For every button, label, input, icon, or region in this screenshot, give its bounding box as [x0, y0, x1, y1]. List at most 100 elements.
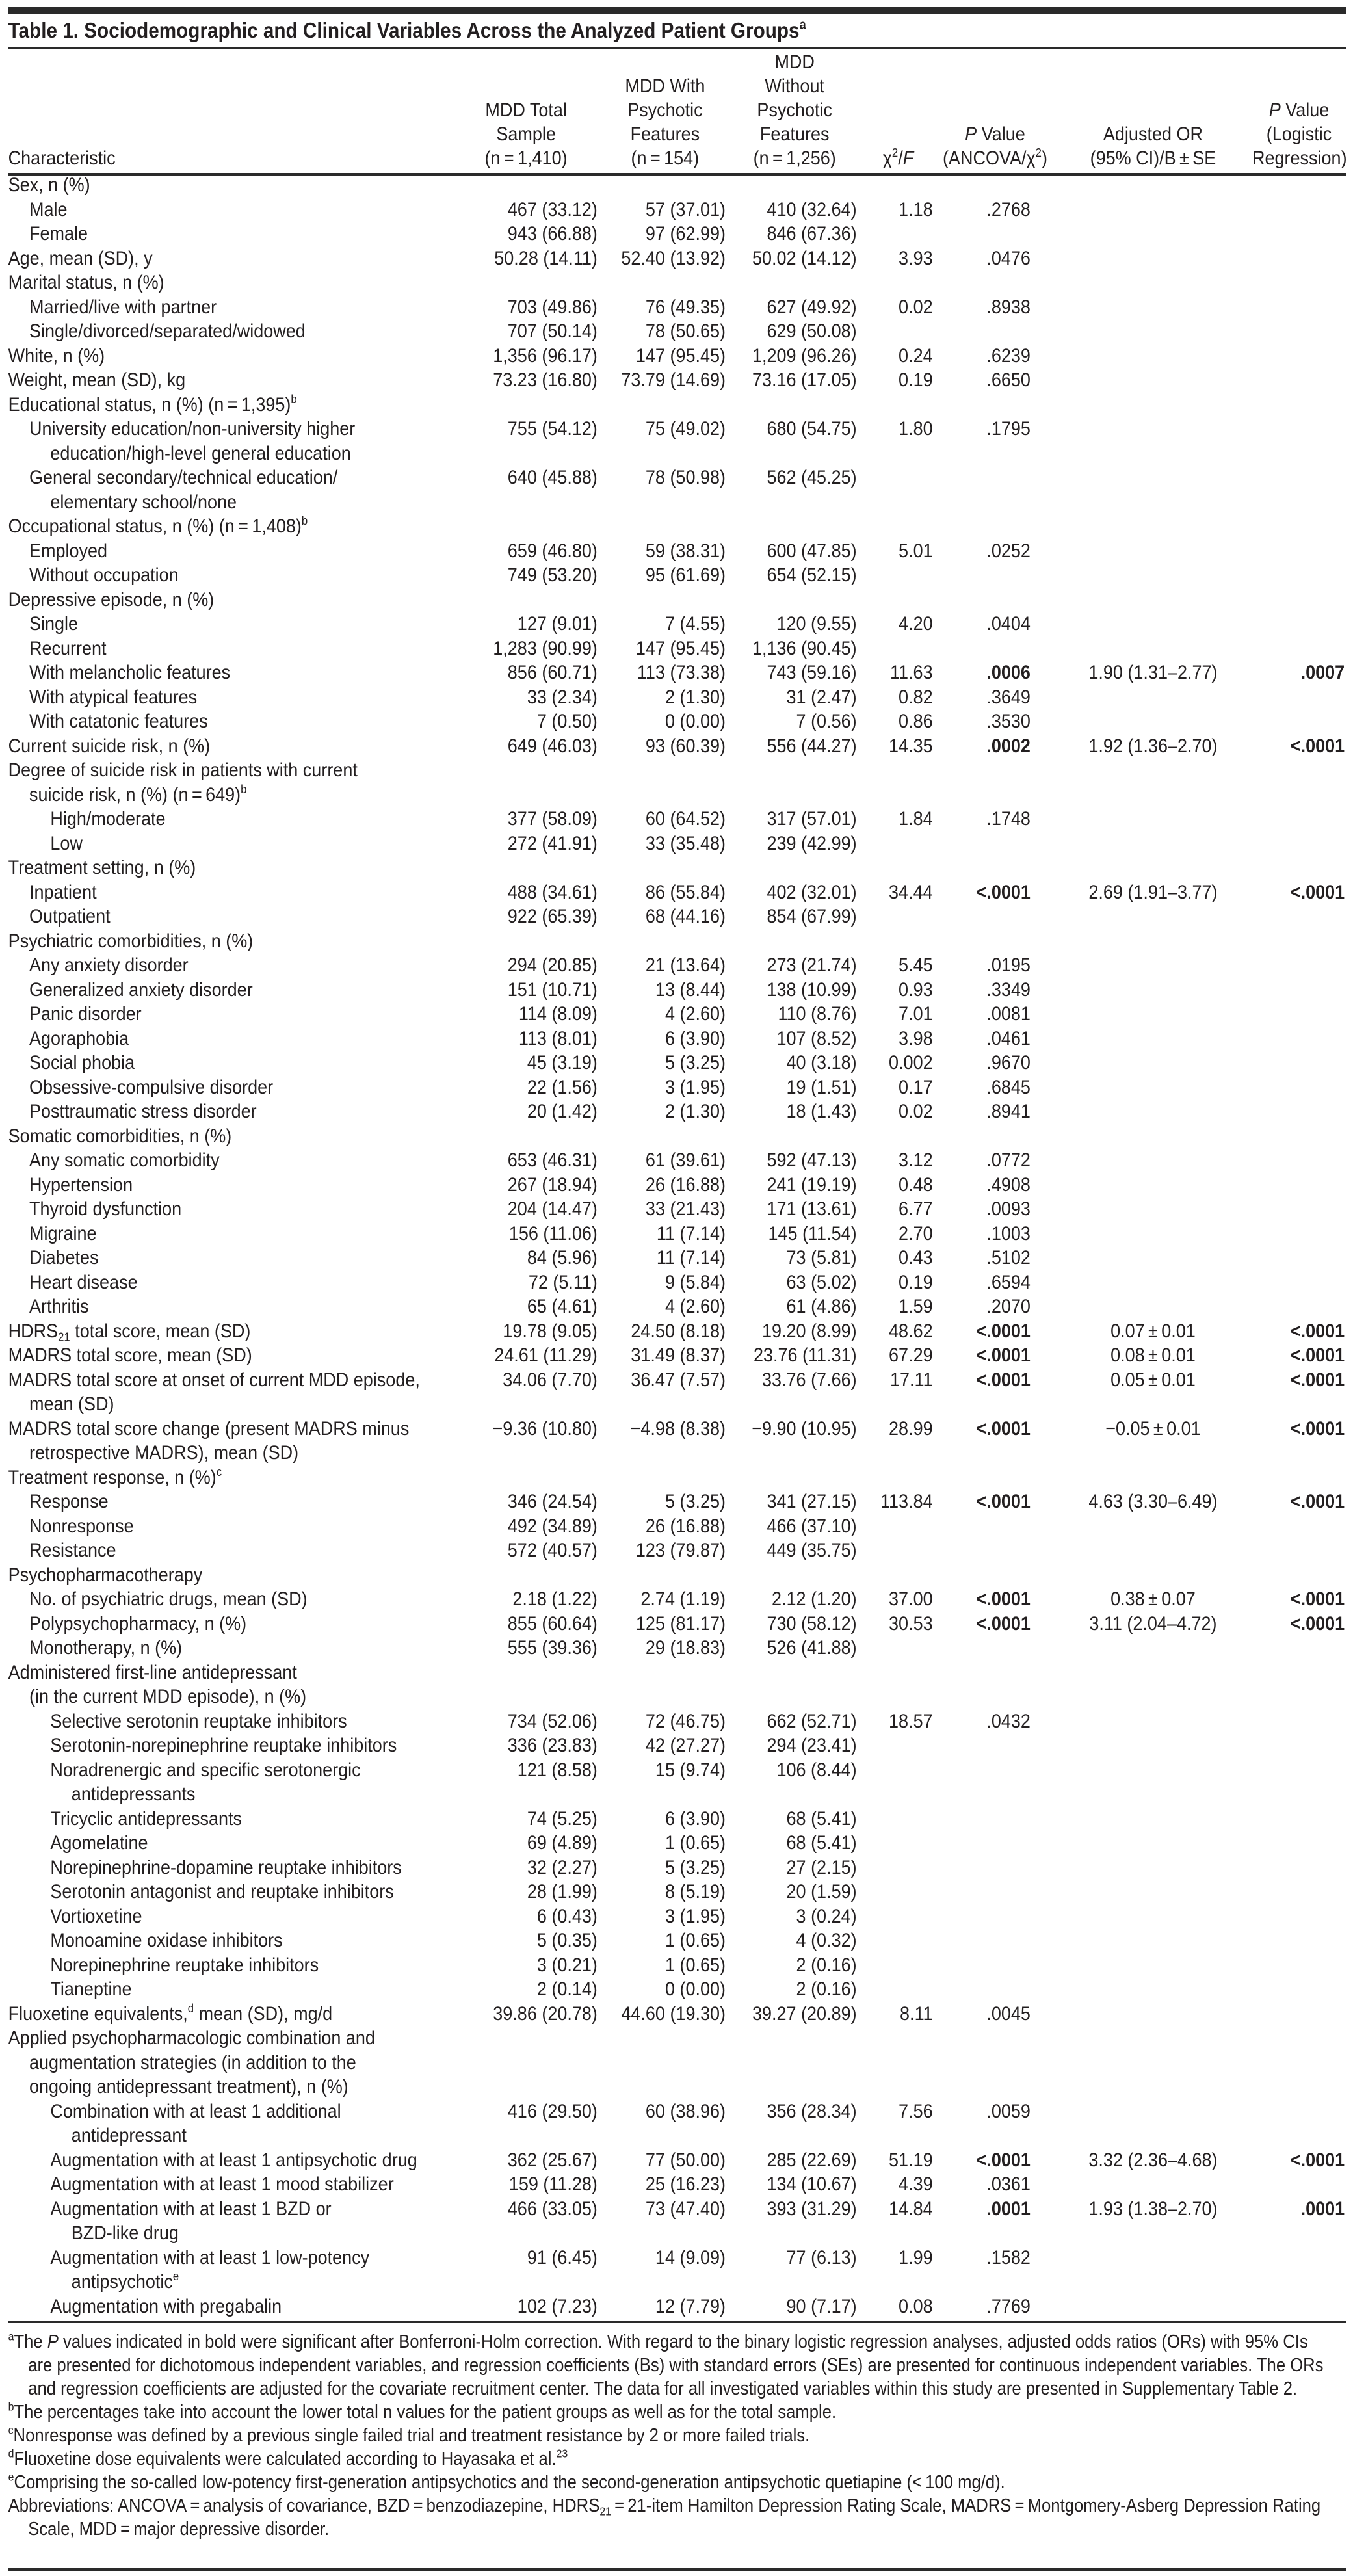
- cell-mdd-with-psychotic: 2 (1.30): [664, 686, 726, 708]
- cell-mdd-without-psychotic: 562 (45.25): [767, 467, 857, 488]
- table-row: Obsessive-compulsive disorder 22 (1.56) 3 …: [8, 1075, 1346, 1100]
- cell-mdd-total: [451, 393, 601, 417]
- cell-p-value-logistic: [1252, 198, 1346, 222]
- cell-p-value-ancova: [936, 1904, 1054, 1929]
- footnotes: aThe P values indicated in bold were sig…: [8, 2330, 1337, 2541]
- italic-segment: P: [1268, 99, 1281, 121]
- row-label: With melancholic features: [8, 661, 451, 685]
- cell-mdd-total: [451, 929, 601, 954]
- cell-p-value-ancova: [936, 319, 1054, 344]
- cell-p-value-ancova: <.0001: [976, 1320, 1031, 1342]
- cell-mdd-total: 734 (52.06): [507, 1710, 598, 1732]
- cell-chi-square-f: 0.19: [899, 369, 933, 391]
- cell-chi-square-f: 37.00: [889, 1588, 933, 1610]
- text-segment: antipsychotic: [71, 2271, 173, 2293]
- cell-chi-square-f: [860, 1904, 936, 1929]
- section-header-row: Depressive episode, n (%): [8, 588, 1346, 612]
- header-line: Adjusted OR: [1054, 122, 1252, 146]
- section-header-row: Applied psychopharmacologic combination …: [8, 2026, 1346, 2099]
- cell-mdd-with-psychotic: 11 (7.14): [656, 1222, 726, 1244]
- cell-mdd-total: 659 (46.80): [507, 540, 598, 562]
- text-segment: No. of psychiatric drugs, mean (SD): [29, 1588, 308, 1610]
- cell-chi-square-f: 7.56: [899, 2100, 933, 2122]
- text-segment: Serotonin antagonist and reuptake inhibi…: [50, 1881, 394, 1902]
- row-label: Tricyclic antidepressants: [8, 1807, 451, 1832]
- table-row: Outpatient 922 (65.39) 68 (44.16) 854 (67.9…: [8, 904, 1346, 929]
- cell-chi-square-f: [860, 832, 936, 856]
- cell-mdd-without-psychotic: [729, 270, 860, 295]
- cell-mdd-with-psychotic: 76 (49.35): [645, 296, 726, 318]
- text-segment: Augmentation with at least 1 low-potency: [50, 2246, 370, 2268]
- cell-p-value-ancova: .8938: [986, 296, 1031, 318]
- section-header-row: Occupational status, n (%) (n = 1,408)b: [8, 514, 1346, 539]
- cell-adjusted-or: [1054, 709, 1252, 734]
- cell-p-value-logistic: [1252, 1563, 1346, 1588]
- cell-mdd-total: 294 (20.85): [507, 954, 598, 976]
- cell-mdd-with-psychotic: 60 (64.52): [645, 808, 726, 830]
- cell-mdd-with-psychotic: [601, 1465, 729, 1490]
- cell-p-value-logistic: [1252, 1051, 1346, 1075]
- superscript: 23: [556, 2447, 568, 2460]
- text-segment: Depressive episode, n (%): [8, 588, 215, 611]
- cell-mdd-with-psychotic: 15 (9.74): [655, 1759, 726, 1781]
- cell-mdd-with-psychotic: 0 (0.00): [664, 1978, 726, 2000]
- cell-p-value-logistic: [1252, 929, 1346, 954]
- cell-chi-square-f: 5.45: [899, 954, 933, 976]
- cell-mdd-total: 19.78 (9.05): [503, 1320, 598, 1342]
- cell-p-value-ancova: .6594: [986, 1271, 1031, 1293]
- header-line: Features: [729, 122, 860, 146]
- cell-p-value-ancova: .0045: [986, 2003, 1031, 2025]
- cell-mdd-without-psychotic: [729, 173, 860, 198]
- cell-mdd-total: 73.23 (16.80): [493, 369, 598, 391]
- cell-adjusted-or: [1054, 856, 1252, 880]
- cell-mdd-with-psychotic: 42 (27.27): [645, 1735, 726, 1756]
- cell-adjusted-or: 1.90 (1.31–2.77): [1088, 662, 1218, 683]
- cell-p-value-ancova: [936, 1831, 1054, 1856]
- text-segment: ): [1041, 148, 1047, 169]
- text-segment: Occupational status, n (%) (n = 1,408): [8, 516, 302, 537]
- row-label: General secondary/technical education/el…: [8, 466, 451, 514]
- text-segment: Age, mean (SD), y: [8, 247, 153, 269]
- text-segment: Nonresponse was defined by a previous si…: [13, 2425, 810, 2446]
- cell-mdd-total: 72 (5.11): [528, 1271, 598, 1293]
- text-segment: Applied psychopharmacologic combination …: [8, 2027, 375, 2049]
- row-label: Thyroid dysfunction: [8, 1197, 451, 1222]
- cell-mdd-total: [451, 1124, 601, 1149]
- cell-chi-square-f: 0.48: [899, 1174, 933, 1196]
- cell-p-value-ancova: [936, 563, 1054, 588]
- row-label: Psychopharmacotherapy: [8, 1563, 451, 1588]
- cell-p-value-logistic: [1252, 588, 1346, 612]
- cell-mdd-without-psychotic: 854 (67.99): [767, 906, 857, 927]
- cell-p-value-ancova: [936, 1733, 1054, 1758]
- cell-mdd-without-psychotic: 33.76 (7.66): [761, 1369, 857, 1391]
- cell-mdd-total: 467 (33.12): [507, 198, 598, 220]
- text-segment: Male: [29, 198, 68, 220]
- italic-segment: P: [965, 124, 977, 145]
- cell-chi-square-f: 51.19: [889, 2149, 933, 2171]
- table-row: Norepinephrine-dopamine reuptake inhibit…: [8, 1856, 1346, 1880]
- cell-p-value-logistic: [1252, 1538, 1346, 1563]
- cell-mdd-total: 50.28 (14.11): [494, 247, 598, 269]
- section-header-row: Somatic comorbidities, n (%): [8, 1124, 1346, 1149]
- label-line: Depressive episode, n (%): [8, 588, 451, 612]
- cell-p-value-ancova: [936, 758, 1054, 807]
- cell-p-value-ancova: .2768: [986, 198, 1031, 220]
- cell-adjusted-or: [1054, 2002, 1252, 2027]
- cell-chi-square-f: 28.99: [889, 1417, 933, 1439]
- cell-p-value-logistic: [1252, 1856, 1346, 1880]
- cell-mdd-total: 572 (40.57): [507, 1540, 598, 1561]
- table-row: Combination with at least 1 additional an…: [8, 2099, 1346, 2148]
- text-segment: Abbreviations: ANCOVA = analysis of cova…: [8, 2495, 600, 2516]
- cell-mdd-total: 362 (25.67): [507, 2149, 598, 2171]
- cell-p-value-ancova: [936, 2026, 1054, 2099]
- cell-mdd-with-psychotic: [601, 270, 729, 295]
- cell-mdd-with-psychotic: −4.98 (8.38): [630, 1417, 726, 1439]
- cell-chi-square-f: 0.86: [899, 711, 933, 732]
- cell-chi-square-f: 3.93: [899, 247, 933, 269]
- text-segment: Response: [29, 1491, 109, 1512]
- table-row: MADRS total score at onset of current MD…: [8, 1368, 1346, 1417]
- row-label: Panic disorder: [8, 1002, 451, 1027]
- header-line: MDD Total: [451, 98, 601, 122]
- table-row: Any anxiety disorder 294 (20.85) 21 (13.64…: [8, 953, 1346, 978]
- text-segment: Current suicide risk, n (%): [8, 735, 211, 757]
